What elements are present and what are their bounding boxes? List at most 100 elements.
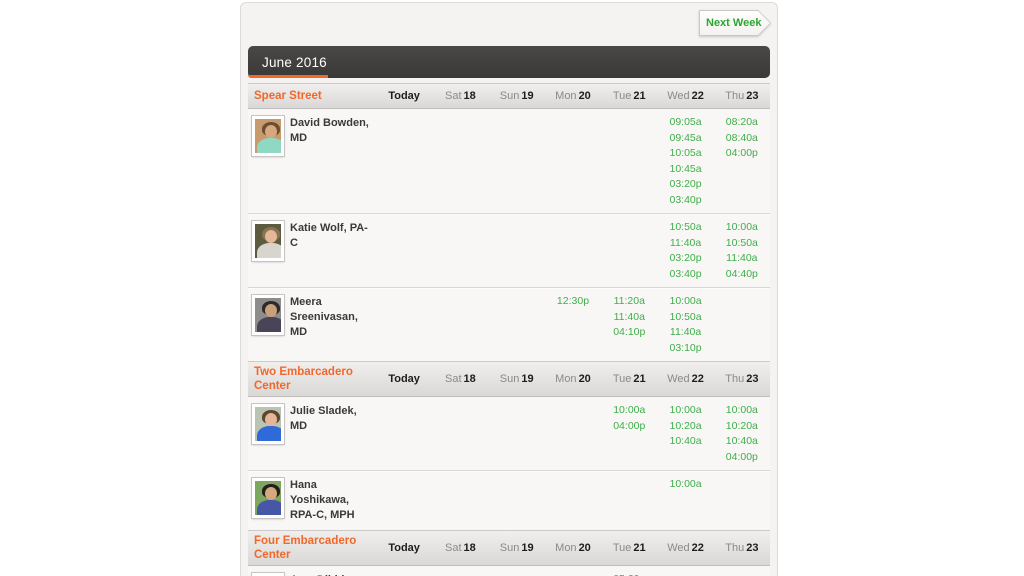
day-number: 23 bbox=[746, 90, 759, 102]
day-number: 21 bbox=[633, 373, 646, 385]
day-name: Thu bbox=[725, 373, 745, 385]
time-slot[interactable]: 10:00a bbox=[669, 295, 702, 307]
slot-column bbox=[376, 401, 432, 465]
slot-column bbox=[601, 475, 657, 525]
day-number: 23 bbox=[746, 373, 759, 385]
day-name: Mon bbox=[555, 90, 577, 102]
day-header: Thu 23 bbox=[714, 542, 770, 554]
month-title: June 2016 bbox=[262, 54, 327, 70]
day-number: 18 bbox=[463, 90, 476, 102]
provider-row: Hana Yoshikawa, RPA-C, MPH 10:00a bbox=[248, 470, 770, 530]
provider-name: Hana Yoshikawa, RPA-C, MPH bbox=[290, 479, 355, 521]
time-slot[interactable]: 10:45a bbox=[669, 162, 702, 175]
provider-name: Katie Wolf, PA-C bbox=[290, 222, 368, 249]
time-slot[interactable]: 10:00a bbox=[669, 404, 702, 416]
day-name: Sat bbox=[445, 542, 462, 554]
time-slot[interactable]: 08:20a bbox=[725, 116, 758, 128]
time-slot[interactable]: 11:40a bbox=[613, 310, 645, 323]
time-slot[interactable]: 10:20a bbox=[725, 419, 758, 432]
slot-column bbox=[601, 113, 657, 208]
slot-column: 09:05a 09:45a 10:05a 10:45a 03:20p 03:40p bbox=[657, 113, 713, 208]
day-name: Sun bbox=[499, 373, 520, 385]
day-name: Tue bbox=[612, 90, 632, 102]
time-slot[interactable]: 04:00p bbox=[613, 419, 646, 432]
time-slot[interactable]: 10:00a bbox=[669, 478, 702, 490]
slot-column bbox=[714, 475, 770, 525]
slot-column bbox=[545, 475, 601, 525]
time-slot[interactable]: 11:40a bbox=[726, 252, 758, 264]
time-slot[interactable]: 10:50a bbox=[669, 310, 702, 323]
day-header: Sun 19 bbox=[489, 373, 545, 385]
day-number: 22 bbox=[691, 90, 704, 102]
time-slot[interactable]: 10:20a bbox=[669, 419, 702, 432]
time-slot[interactable]: 03:40p bbox=[669, 193, 702, 206]
day-name: Tue bbox=[612, 542, 632, 554]
provider-photo bbox=[252, 404, 284, 444]
provider-name: Meera Sreenivasan, MD bbox=[290, 296, 358, 338]
provider-info[interactable]: Meera Sreenivasan, MD bbox=[248, 292, 376, 356]
location-title: Four Embarcadero Center bbox=[254, 535, 357, 561]
provider-row: David Bowden, MD 09:05a 09:45a 10:05a 10:45a… bbox=[248, 109, 770, 213]
time-slot[interactable]: 12:30p bbox=[556, 295, 590, 307]
day-name: Sun bbox=[499, 90, 520, 102]
time-slot[interactable]: 03:40p bbox=[669, 267, 702, 280]
scheduler-panel: Next Week June 2016 Spear Street Today Sat… bbox=[240, 2, 778, 576]
day-name: Sat bbox=[445, 90, 462, 102]
location-title: Spear Street bbox=[254, 90, 322, 102]
time-slot[interactable]: 03:10p bbox=[669, 341, 702, 354]
time-slot[interactable]: 10:40a bbox=[725, 435, 758, 447]
slot-column bbox=[489, 401, 545, 465]
time-slot[interactable]: 03:20p bbox=[669, 178, 702, 190]
provider-photo bbox=[252, 295, 284, 335]
provider-info[interactable]: Julie Sladek, MD bbox=[248, 401, 376, 465]
time-slot[interactable]: 11:40a bbox=[669, 236, 702, 249]
provider-row: Amy Dibble, FNP-C 05:20p05:40p06:00p bbox=[248, 566, 770, 576]
time-slot[interactable]: 10:00a bbox=[613, 404, 646, 416]
slot-column bbox=[489, 475, 545, 525]
time-slot[interactable]: 04:00p bbox=[725, 147, 758, 159]
time-slot[interactable]: 10:50a bbox=[725, 236, 758, 249]
time-slot[interactable]: 11:20a bbox=[613, 295, 645, 307]
day-number: 18 bbox=[463, 373, 476, 385]
time-slot[interactable]: 04:40p bbox=[725, 267, 758, 280]
avatar-face bbox=[265, 304, 277, 317]
day-name: Sat bbox=[445, 373, 462, 385]
provider-name: Julie Sladek, MD bbox=[290, 405, 357, 432]
time-slot[interactable]: 05:20p bbox=[613, 572, 645, 576]
slot-column: 12:30p bbox=[545, 292, 601, 356]
avatar-face bbox=[265, 230, 277, 243]
time-slot[interactable]: 10:40a bbox=[669, 435, 702, 447]
provider-info[interactable]: Hana Yoshikawa, RPA-C, MPH bbox=[248, 475, 376, 525]
time-slot[interactable]: 08:40a bbox=[725, 131, 758, 144]
time-slot[interactable]: 03:20p bbox=[669, 252, 702, 264]
day-header: Thu 23 bbox=[714, 373, 770, 385]
time-slot[interactable]: 10:05a bbox=[669, 147, 702, 159]
time-slot[interactable]: 04:00p bbox=[725, 450, 758, 463]
avatar-shirt bbox=[257, 426, 281, 441]
day-name: Wed bbox=[667, 90, 690, 102]
time-slot[interactable]: 04:10p bbox=[613, 326, 646, 338]
day-header: Today bbox=[376, 542, 432, 554]
provider-info[interactable]: David Bowden, MD bbox=[248, 113, 376, 208]
slot-column bbox=[545, 218, 601, 282]
day-name: Today bbox=[388, 90, 420, 102]
provider-info[interactable]: Katie Wolf, PA-C bbox=[248, 218, 376, 282]
time-slot[interactable]: 10:00a bbox=[725, 221, 758, 233]
next-week-button[interactable]: Next Week bbox=[699, 10, 771, 36]
next-week-label: Next Week bbox=[706, 17, 762, 29]
slot-column: 10:00a 10:20a 10:40a bbox=[657, 401, 713, 465]
time-slot[interactable]: 09:45a bbox=[669, 131, 702, 144]
day-header: Today bbox=[376, 373, 432, 385]
provider-info[interactable]: Amy Dibble, FNP-C bbox=[248, 570, 376, 576]
time-slot[interactable]: 09:05a bbox=[669, 116, 702, 128]
time-slot[interactable]: 10:50a bbox=[669, 221, 702, 233]
day-header: Tue 21 bbox=[601, 373, 657, 385]
time-slot[interactable]: 11:40a bbox=[669, 326, 702, 338]
day-name: Mon bbox=[555, 542, 577, 554]
slot-column bbox=[376, 475, 432, 525]
time-slot[interactable]: 10:00a bbox=[725, 404, 758, 416]
provider-row: Meera Sreenivasan, MD 12:30p 11:20a 11:40a 0… bbox=[248, 287, 770, 361]
day-header: Tue 21 bbox=[601, 90, 657, 102]
location-header: Spear Street Today Sat 18 Sun 19 Mon 20 Tue 21 Wed… bbox=[248, 83, 770, 109]
